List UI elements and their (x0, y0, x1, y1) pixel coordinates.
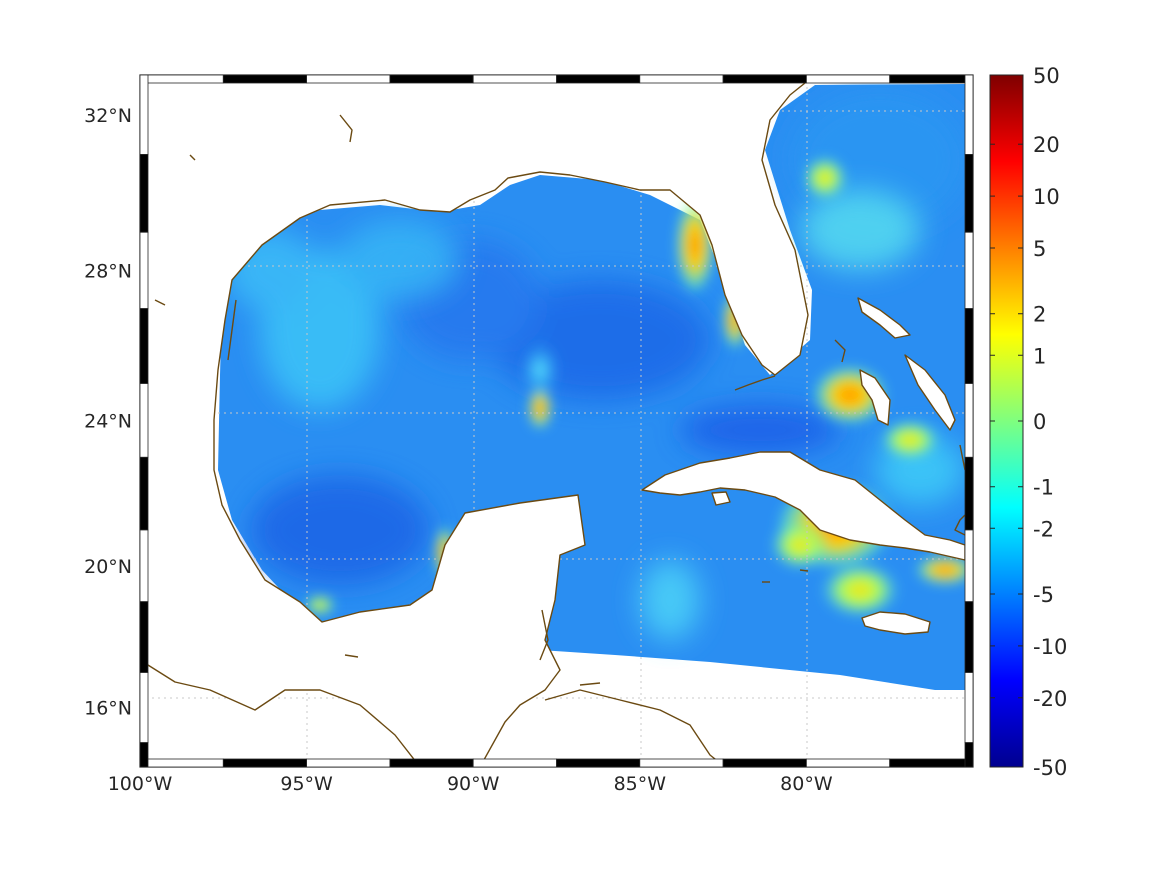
longitude-tick-label: 95°W (280, 773, 333, 795)
frame-segment (139, 758, 224, 768)
colorbar-tick-label: 10 (1033, 185, 1060, 209)
latitude-tick-label: 20°N (84, 556, 132, 578)
latitude-tick-label: 16°N (84, 698, 132, 720)
frame-segment (964, 383, 974, 458)
frame-segment (389, 758, 474, 768)
frame-segment (472, 758, 557, 768)
frame-segment (139, 601, 149, 673)
longitude-labels: 100°W 95°W 90°W 85°W 80°W (108, 773, 833, 795)
land-jamaica (861, 611, 931, 635)
frame-segment (139, 672, 149, 744)
latitude-labels: 32°N 28°N 24°N 20°N 16°N (84, 105, 132, 720)
colorbar-tick-label: -1 (1033, 476, 1054, 500)
frame-segment (639, 74, 724, 84)
frame-segment (964, 231, 974, 309)
colorbar-tick-label: 2 (1033, 303, 1046, 327)
longitude-tick-label: 85°W (614, 773, 667, 795)
frame-segment (222, 758, 308, 768)
frame-segment (806, 758, 891, 768)
colorbar-tick-label: -5 (1033, 583, 1054, 607)
frame-segment (389, 74, 474, 84)
frame-segment (964, 456, 974, 531)
frame-segment (964, 154, 974, 233)
frame-segment (222, 74, 308, 84)
latitude-tick-label: 28°N (84, 261, 132, 283)
colorbar-gradient (989, 74, 1024, 768)
frame-segment (964, 742, 974, 768)
colorbar-tick-label: 50 (1033, 64, 1060, 88)
frame-segment (722, 74, 807, 84)
colorbar-tick-label: 1 (1033, 344, 1046, 368)
coastlines (140, 75, 966, 767)
frame-segment (556, 758, 641, 768)
latitude-tick-label: 24°N (84, 411, 132, 433)
frame-segment (306, 758, 391, 768)
frame-segment (472, 74, 557, 84)
latitude-tick-label: 32°N (84, 105, 132, 127)
frame-segment (139, 154, 149, 233)
colorbar-tick-label: -50 (1033, 756, 1067, 780)
longitude-tick-label: 90°W (447, 773, 500, 795)
frame-segment (139, 383, 149, 458)
anomaly-field (218, 84, 973, 690)
colorbar-tick-label: -10 (1033, 635, 1067, 659)
frame-segment (964, 601, 974, 673)
map-axes (140, 75, 973, 767)
frame-segment (806, 74, 891, 84)
colorbar-tick-label: 5 (1033, 237, 1046, 261)
frame-segment (139, 742, 149, 768)
frame-segment (139, 308, 149, 384)
colorbar-tick-label: -20 (1033, 687, 1067, 711)
frame-segment (964, 74, 974, 155)
colorbar-tick-label: -2 (1033, 517, 1054, 541)
frame-segment (139, 456, 149, 531)
frame-segment (889, 758, 974, 768)
frame-segment (964, 529, 974, 603)
land-north-america (140, 75, 816, 767)
frame-segment (556, 74, 641, 84)
frame-segment (139, 74, 149, 155)
frame-segment (139, 74, 224, 84)
longitude-tick-label: 100°W (108, 773, 173, 795)
frame-segment (306, 74, 391, 84)
frame-segment (889, 74, 974, 84)
frame-segment (722, 758, 807, 768)
frame-segment (964, 672, 974, 744)
longitude-tick-label: 80°W (780, 773, 833, 795)
colorbar-tick-label: 0 (1033, 410, 1046, 434)
map-frame (139, 74, 974, 768)
frame-segment (139, 231, 149, 309)
colorbar-tick-label: 20 (1033, 133, 1060, 157)
frame-segment (964, 308, 974, 384)
frame-segment (139, 529, 149, 603)
frame-segment (639, 758, 724, 768)
